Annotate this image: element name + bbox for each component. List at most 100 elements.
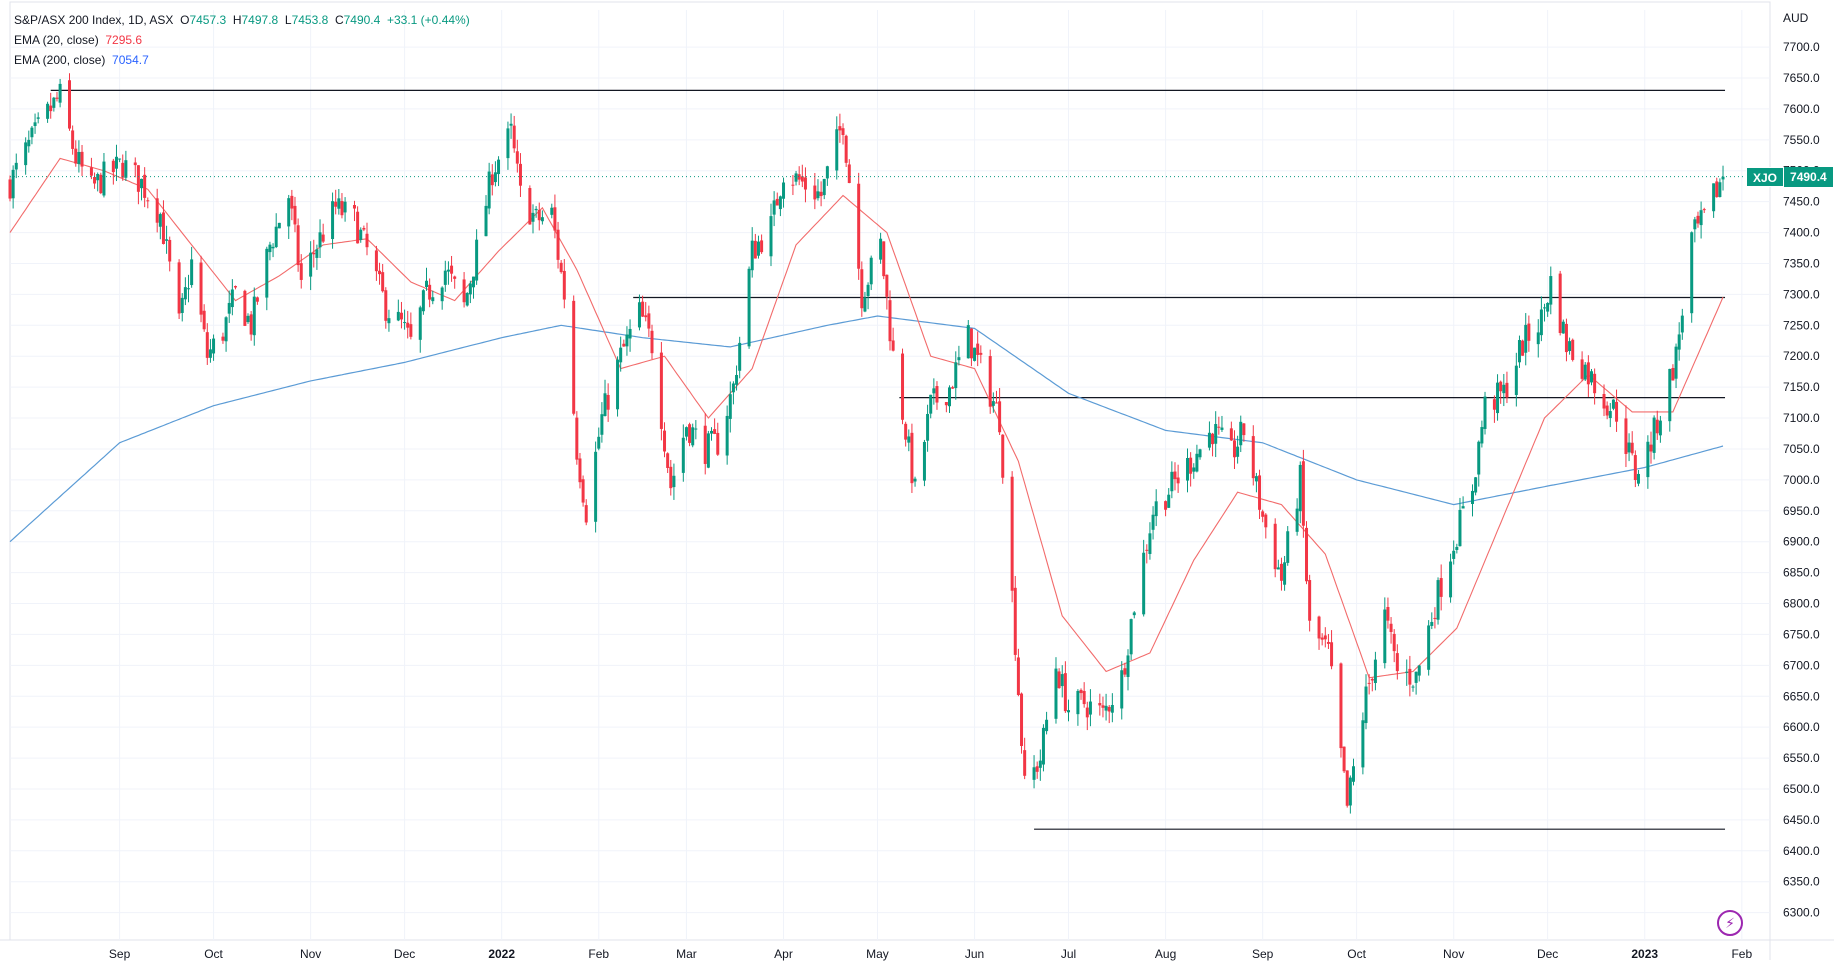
candle [331, 192, 335, 249]
candle-body [1192, 467, 1196, 472]
candle [1085, 701, 1089, 731]
candle-body [180, 297, 184, 313]
candle-body [932, 388, 936, 394]
candle-body [202, 310, 206, 330]
legend-ema200-row[interactable]: EMA (200, close) 7054.7 [14, 50, 470, 70]
candle [600, 402, 604, 443]
candle-body [1236, 446, 1240, 457]
candle [969, 328, 973, 367]
candle [71, 125, 75, 155]
candle-body [1276, 567, 1280, 570]
candle [1217, 416, 1221, 435]
lightning-icon[interactable]: ⚡ [1717, 910, 1743, 936]
candle-body [929, 394, 933, 414]
candle [1286, 526, 1290, 566]
candle-body [1458, 509, 1462, 547]
candle-body [1010, 476, 1014, 591]
candle-body [1242, 423, 1246, 436]
y-tick-label: 6800.0 [1783, 597, 1820, 611]
candle-body [1370, 678, 1374, 681]
candle [1101, 696, 1105, 718]
candle [907, 429, 911, 452]
candle-body [208, 349, 212, 358]
candle [1148, 522, 1152, 560]
candle-body [1449, 561, 1453, 598]
y-tick-label: 7000.0 [1783, 473, 1820, 487]
candle [1696, 211, 1700, 228]
candle-body [600, 414, 604, 435]
candle [1633, 450, 1637, 488]
candle [901, 348, 905, 425]
candle-body [431, 297, 435, 302]
candle [493, 161, 497, 187]
candle-body [312, 252, 316, 255]
candle [1636, 470, 1640, 487]
candle-body [1261, 511, 1265, 517]
candle-body [882, 241, 886, 277]
candle [1674, 343, 1678, 389]
y-tick-label: 6950.0 [1783, 504, 1820, 518]
candle [1690, 231, 1694, 323]
candle-body [1148, 533, 1152, 554]
legend-ema20-row[interactable]: EMA (20, close) 7295.6 [14, 30, 470, 50]
candle-body [1120, 670, 1124, 709]
candle [1232, 430, 1236, 470]
candle [1295, 498, 1299, 536]
candle-body [606, 394, 610, 410]
high-label: H [232, 13, 242, 27]
candle [659, 341, 663, 441]
candle-body [293, 205, 297, 225]
price-axis[interactable]: 6300.0 6350.0 6400.0 6450.0 6500.0 6550.0 6600… [1783, 11, 1820, 920]
candle-body [212, 338, 216, 354]
candle-body [672, 475, 676, 488]
candle [976, 331, 980, 367]
candle-body [27, 139, 31, 147]
candle-body [80, 151, 84, 167]
candle [352, 200, 356, 222]
candle [512, 115, 516, 153]
candle [1054, 657, 1058, 724]
candle-body [1041, 727, 1045, 765]
candle-body [1395, 653, 1399, 672]
candle [212, 334, 216, 361]
candle [99, 172, 103, 195]
candle-body [143, 174, 147, 198]
candle [1561, 319, 1565, 334]
candle [1038, 749, 1042, 781]
candle [293, 196, 297, 233]
candle-body [205, 332, 209, 358]
candle-body [14, 162, 18, 170]
candle-body [954, 362, 958, 389]
candle [1063, 661, 1067, 713]
candle-body [616, 359, 620, 410]
candle-body [1417, 665, 1421, 676]
candle [1016, 648, 1020, 697]
candle-body [1361, 720, 1365, 768]
candle [114, 144, 118, 182]
candle-body [1505, 382, 1509, 398]
candle [471, 276, 475, 299]
candle-body [1389, 623, 1393, 632]
candle [1583, 362, 1587, 382]
candle-body [290, 195, 294, 209]
candle-body [540, 217, 544, 222]
candle-body [778, 196, 782, 210]
candle-body [1001, 434, 1005, 478]
candle [782, 177, 786, 208]
candle [27, 130, 31, 153]
candle [562, 259, 566, 309]
candle-body [713, 429, 717, 434]
candle [603, 379, 607, 417]
candle-body [1712, 183, 1716, 212]
candle-body [979, 352, 983, 355]
candle [863, 291, 867, 313]
candle [1079, 688, 1083, 700]
candle-body [716, 432, 720, 455]
time-axis[interactable]: Sep Oct Nov Dec 2022 Feb Mar Apr May Jun Jul Aug Sep… [109, 947, 1753, 961]
candle [1527, 315, 1531, 352]
ema200-value: 7054.7 [112, 53, 149, 67]
candle [340, 193, 344, 219]
x-tick-label: Mar [676, 947, 697, 961]
candle-body [904, 423, 908, 440]
